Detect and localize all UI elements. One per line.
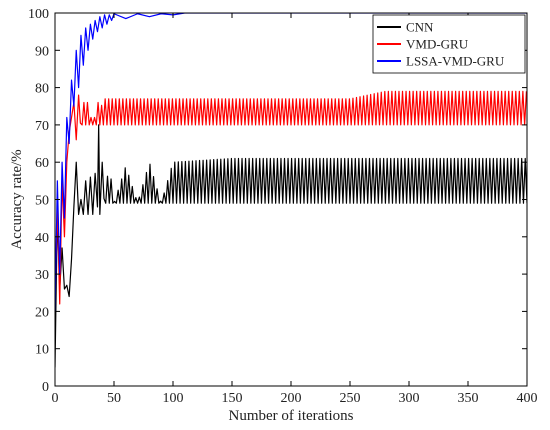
- axis-ticks: 0 50 100 150 200 250 300 350 400 0 10 20 30 40 50 60 70 8…: [28, 7, 538, 406]
- y-axis-label: Accuracy rate/%: [9, 149, 25, 249]
- series-line-cnn: [55, 124, 527, 368]
- y-tick-label: 100: [28, 7, 49, 22]
- x-tick-label: 100: [163, 391, 184, 406]
- x-tick-label: 400: [517, 391, 538, 406]
- legend-label-lssa-vmd-gru: LSSA-VMD-GRU: [406, 54, 505, 69]
- legend-label-vmd-gru: VMD-GRU: [406, 37, 469, 52]
- y-tick-label: 90: [35, 44, 49, 59]
- y-tick-label: 80: [35, 82, 49, 97]
- legend-label-cnn: CNN: [406, 20, 434, 35]
- x-tick-label: 200: [281, 391, 302, 406]
- y-tick-label: 0: [42, 380, 49, 395]
- x-tick-label: 0: [52, 391, 59, 406]
- x-tick-label: 350: [458, 391, 479, 406]
- y-tick-label: 10: [35, 343, 49, 358]
- x-tick-label: 300: [399, 391, 420, 406]
- y-tick-label: 50: [35, 194, 49, 209]
- x-axis-label: Number of iterations: [229, 408, 354, 424]
- series-line-vmd-gru: [55, 90, 527, 305]
- y-tick-label: 60: [35, 156, 49, 171]
- y-tick-label: 20: [35, 305, 49, 320]
- legend: CNN VMD-GRU LSSA-VMD-GRU: [372, 14, 526, 74]
- series-line-lssa-vmd-gru: [55, 13, 527, 312]
- x-tick-label: 150: [222, 391, 243, 406]
- y-tick-label: 70: [35, 119, 49, 134]
- y-tick-label: 40: [35, 231, 49, 246]
- series-layer: [55, 13, 527, 368]
- x-tick-label: 250: [340, 391, 361, 406]
- x-tick-label: 50: [107, 391, 121, 406]
- y-tick-label: 30: [35, 268, 49, 283]
